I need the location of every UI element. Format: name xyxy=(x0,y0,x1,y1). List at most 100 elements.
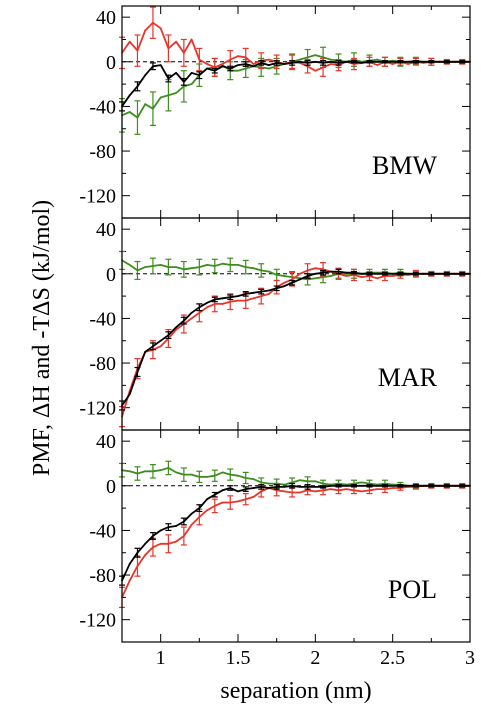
data-point xyxy=(445,60,448,63)
data-point xyxy=(322,66,324,69)
data-point xyxy=(399,487,402,489)
data-point xyxy=(128,393,131,396)
data-point xyxy=(268,64,270,67)
data-point xyxy=(376,64,379,67)
data-point xyxy=(237,64,239,67)
data-point xyxy=(206,301,208,304)
series-line xyxy=(121,270,470,407)
data-point xyxy=(368,60,371,63)
data-point xyxy=(128,579,131,582)
data-point xyxy=(206,263,208,266)
data-point xyxy=(128,470,131,473)
data-point xyxy=(144,542,147,545)
data-point xyxy=(144,350,147,353)
data-point xyxy=(175,40,178,43)
series-line xyxy=(121,484,470,598)
data-point xyxy=(291,281,294,284)
data-point xyxy=(252,487,255,489)
data-point xyxy=(175,525,178,527)
data-point xyxy=(190,523,193,526)
data-point xyxy=(360,276,363,279)
data-point xyxy=(190,317,193,320)
data-point xyxy=(353,60,355,63)
data-point xyxy=(461,272,464,275)
data-point xyxy=(360,484,363,487)
data-point xyxy=(159,345,162,348)
data-point xyxy=(152,107,154,110)
panel-pol: 40 0 -40 -80 -120 1 1.5 2 2.5 3 POL xyxy=(79,429,475,669)
data-point xyxy=(360,481,363,484)
data-point xyxy=(221,297,224,300)
data-point xyxy=(159,96,162,99)
data-point xyxy=(229,263,232,266)
data-point xyxy=(252,297,255,300)
data-point xyxy=(206,63,208,65)
data-point xyxy=(213,504,216,507)
data-point xyxy=(360,62,363,64)
data-point xyxy=(360,490,363,493)
data-point xyxy=(221,63,224,65)
data-point xyxy=(322,482,324,485)
data-point xyxy=(229,473,232,476)
y-tick-label: -40 xyxy=(89,520,116,542)
data-point xyxy=(190,512,193,515)
data-point xyxy=(384,482,386,485)
data-point xyxy=(175,328,178,331)
series-enthalpy xyxy=(119,262,471,428)
panel-frame xyxy=(121,429,471,643)
data-point xyxy=(422,484,425,487)
data-point xyxy=(237,295,239,298)
data-point xyxy=(198,475,201,478)
data-point xyxy=(298,278,301,281)
data-point xyxy=(337,482,340,485)
data-point xyxy=(329,484,332,487)
data-point xyxy=(237,263,239,266)
data-point xyxy=(260,295,263,298)
data-point xyxy=(445,484,448,487)
data-point xyxy=(291,484,294,487)
data-point xyxy=(182,51,185,54)
y-tick-label: -80 xyxy=(89,565,116,587)
data-point xyxy=(213,303,216,305)
series-line xyxy=(121,267,470,417)
data-point xyxy=(167,94,170,97)
data-point xyxy=(461,60,464,63)
data-point xyxy=(399,60,402,63)
data-point xyxy=(384,275,386,277)
x-tick-label: 3 xyxy=(465,647,475,669)
data-point xyxy=(213,474,216,477)
y-tick-label: 40 xyxy=(96,7,116,29)
data-point xyxy=(298,479,301,482)
data-point xyxy=(322,271,324,274)
data-point xyxy=(322,62,324,64)
data-point xyxy=(182,520,185,523)
data-point xyxy=(260,481,263,484)
data-point xyxy=(314,486,317,488)
series-line xyxy=(121,60,470,107)
data-point xyxy=(368,484,371,487)
data-point xyxy=(391,272,394,275)
data-point xyxy=(407,60,410,63)
data-point xyxy=(391,487,394,489)
data-point xyxy=(430,484,433,487)
y-tick-label: -120 xyxy=(79,186,116,208)
data-point xyxy=(430,60,433,63)
data-point xyxy=(314,60,317,63)
data-point xyxy=(190,267,193,270)
data-point xyxy=(353,271,355,274)
data-point xyxy=(190,473,193,476)
data-point xyxy=(445,272,448,275)
data-point xyxy=(175,266,178,268)
data-point xyxy=(167,526,170,528)
data-point xyxy=(237,69,239,72)
data-point xyxy=(453,484,456,487)
data-point xyxy=(384,488,386,491)
data-point xyxy=(198,516,201,518)
panel-bmw: 40 0 -40 -80 -120 BMW xyxy=(79,5,471,219)
x-axis-label: separation (nm) xyxy=(220,678,371,704)
data-point xyxy=(268,292,270,295)
data-point xyxy=(376,484,379,487)
data-point xyxy=(136,116,139,119)
data-point xyxy=(298,58,301,61)
data-point xyxy=(260,62,263,64)
